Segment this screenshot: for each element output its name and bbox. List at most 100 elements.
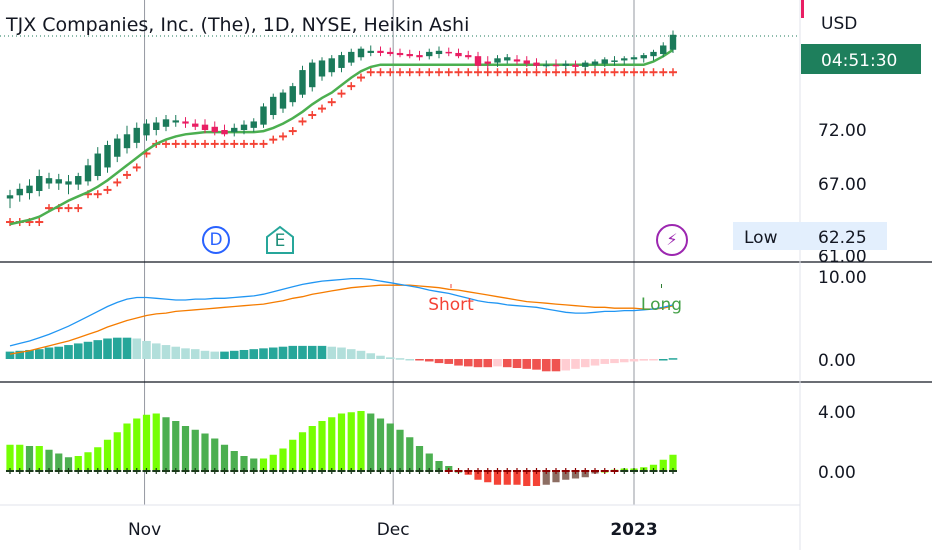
oscillator-bar: [172, 421, 180, 471]
candle: [75, 172, 82, 190]
oscillator-bar: [571, 471, 580, 479]
dividend-marker[interactable]: D: [202, 226, 230, 254]
flash-icon[interactable]: ⚡: [656, 224, 688, 256]
candle: [669, 30, 677, 53]
candle-body: [484, 61, 491, 64]
macd-histogram-bar: [649, 359, 658, 361]
short-signal-label: Short: [428, 295, 474, 315]
candle: [45, 172, 53, 189]
oscillator-bar: [367, 413, 375, 471]
candle-body: [162, 119, 170, 127]
candle-body: [591, 61, 599, 65]
candle-body: [367, 50, 374, 53]
time-tick-label: Dec: [377, 520, 410, 540]
macd-histogram-bar: [93, 340, 103, 359]
candle-body: [660, 45, 667, 55]
oscillator-bar: [269, 454, 277, 471]
oscillator-bar: [279, 448, 287, 471]
earnings-marker-label: E: [274, 231, 286, 251]
macd-histogram-bar: [366, 353, 376, 359]
oscillator-bar: [649, 464, 658, 471]
macd-tick-label: 0.00: [818, 351, 856, 371]
oscillator-bar: [542, 471, 550, 485]
candle: [582, 60, 589, 71]
oscillator-bar: [357, 411, 365, 471]
oscillator-bar: [230, 451, 238, 471]
candle: [55, 173, 62, 190]
candle-body: [562, 63, 569, 66]
candle: [309, 59, 316, 92]
candle-body: [465, 55, 472, 58]
macd-histogram-bar: [424, 359, 434, 362]
macd-histogram-bar: [83, 341, 93, 359]
macd-histogram-bar: [249, 349, 259, 359]
macd-histogram-bar: [307, 345, 317, 359]
candle-body: [630, 57, 638, 60]
macd-histogram-bar: [200, 350, 210, 359]
candle: [299, 65, 306, 98]
candle-body: [611, 60, 618, 62]
oscillator-bar: [6, 444, 14, 471]
candle: [562, 60, 569, 70]
candle-body: [328, 58, 335, 73]
macd-histogram-bar: [668, 358, 678, 360]
oscillator-bar: [259, 458, 268, 471]
oscillator-bar: [35, 446, 43, 471]
candle: [572, 60, 579, 71]
candle-body: [348, 51, 355, 63]
macd-histogram-bar: [541, 359, 551, 372]
macd-histogram-bar: [658, 359, 668, 361]
time-tick-label: Nov: [128, 520, 161, 540]
candle-body: [250, 121, 257, 128]
macd-histogram-bar: [112, 337, 122, 359]
candle: [94, 147, 101, 181]
candle: [445, 47, 452, 57]
candle-body: [182, 121, 189, 124]
price-tick-label: 72.00: [818, 121, 867, 141]
oscillator-bar: [220, 444, 229, 471]
macd-histogram-bar: [73, 343, 83, 359]
candle-body: [396, 52, 404, 56]
candle-body: [16, 188, 23, 196]
earnings-marker[interactable]: E: [264, 224, 296, 256]
macd-histogram-bar: [288, 345, 298, 359]
candle: [611, 56, 618, 66]
candle-body: [279, 92, 287, 109]
oscillator-bar: [415, 446, 424, 471]
macd-histogram-bar: [337, 347, 346, 359]
oscillator-tick-label: 0.00: [818, 463, 856, 483]
macd-histogram-bar: [25, 349, 34, 359]
macd-histogram-bar: [376, 355, 385, 359]
candle-body: [406, 54, 413, 57]
candle-body: [94, 153, 101, 177]
oscillator-bar: [435, 461, 443, 471]
candle: [328, 55, 335, 77]
macd-histogram-bar: [395, 358, 405, 360]
macd-histogram-bar: [103, 338, 112, 359]
candle: [143, 119, 150, 141]
candle: [192, 119, 199, 130]
macd-histogram-bar: [483, 359, 493, 368]
macd-histogram-bar: [171, 346, 181, 359]
macd-line: [9, 277, 674, 347]
macd-histogram-bar: [34, 349, 44, 359]
candle-body: [523, 60, 530, 64]
macd-histogram-bar: [551, 359, 561, 372]
macd-histogram-bar: [317, 345, 327, 359]
macd-histogram-bar: [385, 357, 395, 359]
candle-body: [260, 106, 267, 125]
macd-histogram-bar: [600, 359, 610, 364]
oscillator-bar: [562, 471, 570, 480]
macd-histogram-bar: [463, 359, 473, 367]
oscillator-bar: [45, 449, 53, 471]
candle-body: [270, 96, 277, 116]
macd-histogram-bar: [298, 345, 307, 359]
candle: [533, 58, 540, 68]
candle-body: [289, 86, 296, 103]
macd-histogram-bar: [210, 351, 220, 359]
oscillator-bar: [25, 446, 34, 471]
candle: [260, 103, 267, 128]
oscillator-bar: [123, 423, 131, 471]
macd-histogram-bar: [229, 350, 239, 359]
price-axis: USD 04:51:30 72.00 67.00 61.00 Low 62.25 10.00 0…: [733, 0, 921, 483]
